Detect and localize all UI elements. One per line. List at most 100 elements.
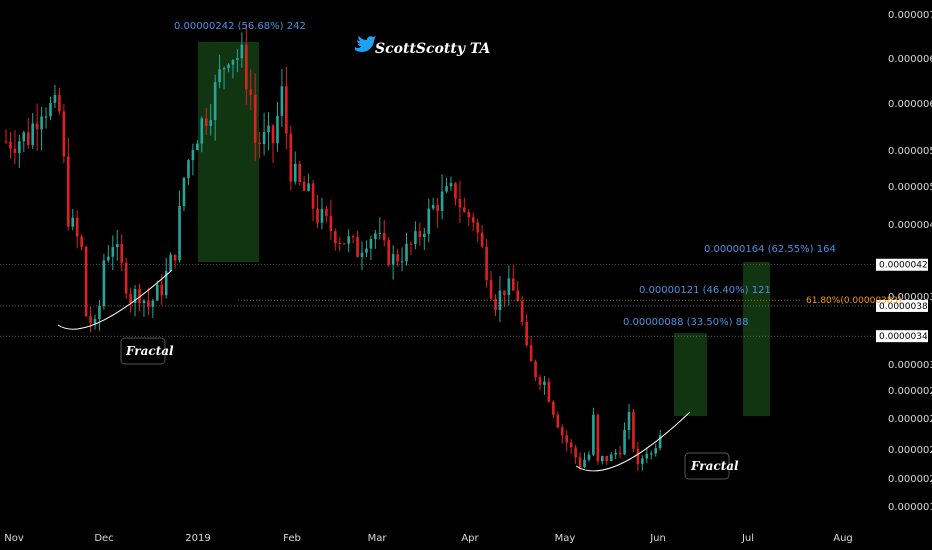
candle-body <box>583 459 586 468</box>
candle-body <box>325 208 328 216</box>
candle-body <box>427 208 431 234</box>
candle-body <box>142 300 146 303</box>
price-level-badge <box>876 330 928 343</box>
fib-level-label: 61.80%(0.00000383) <box>806 296 902 306</box>
candle-body <box>53 94 57 103</box>
candle-body <box>525 321 528 346</box>
candle-body <box>396 254 399 262</box>
candle-body <box>507 278 511 296</box>
candle-body <box>409 243 413 245</box>
measurement-label-4: 0.00000164 (62.55%) 164 <box>704 244 836 255</box>
y-tick-label: 0.00000260 <box>888 414 932 425</box>
candle-body <box>365 248 368 253</box>
candle-body <box>605 456 609 461</box>
candle-body <box>133 289 137 303</box>
candle-body <box>636 448 640 464</box>
candle-body <box>249 89 253 95</box>
y-tick-label: 0.00000550 <box>888 146 932 157</box>
candle-body <box>280 86 284 116</box>
measurement-labels: 0.00000242 (56.68%) 242 0.00000088 (33.5… <box>174 21 836 328</box>
candle-body <box>516 290 520 301</box>
candle-body <box>423 233 426 238</box>
candle-body <box>578 457 582 468</box>
candle-body <box>169 254 172 271</box>
candle-body <box>164 270 168 296</box>
candle-body <box>347 236 350 244</box>
candle-body <box>529 345 533 362</box>
candle-body <box>654 448 657 454</box>
candle-body <box>22 132 26 142</box>
candle-body <box>329 215 333 232</box>
candle-body <box>627 411 631 430</box>
candle-body <box>369 239 373 249</box>
candle-body <box>547 381 551 402</box>
x-tick-label: Apr <box>461 533 479 544</box>
measurement-label-2: 0.00000088 (33.50%) 88 <box>623 317 748 328</box>
candle-body <box>49 102 52 117</box>
candle-body <box>271 125 275 144</box>
candle-body <box>614 452 617 455</box>
candle-body <box>151 300 155 307</box>
candle-body <box>115 244 119 248</box>
candle-body <box>565 435 568 443</box>
candle-body <box>258 142 261 145</box>
measurement-box <box>743 262 770 417</box>
candle-body <box>236 58 239 60</box>
candle-body <box>574 447 577 458</box>
fractal-curves: Fractal Fractal <box>57 269 739 480</box>
candle-body <box>191 150 195 161</box>
price-level-badge-text: 0.00000380 <box>879 302 932 312</box>
candle-body <box>320 208 324 223</box>
candle-body <box>418 231 422 238</box>
candle-body <box>609 454 613 461</box>
candle-body <box>445 186 448 192</box>
candle-body <box>374 233 377 240</box>
candle-body <box>120 244 123 263</box>
candle-body <box>471 217 475 223</box>
x-tick-label: Aug <box>833 533 853 544</box>
candle-body <box>213 82 217 121</box>
candle-body <box>431 204 435 209</box>
candle-body <box>552 401 555 415</box>
candle-body <box>26 132 30 146</box>
candle-body <box>262 132 266 145</box>
candle-body <box>200 118 204 144</box>
candle-body <box>512 278 515 291</box>
price-level-badge <box>876 258 928 271</box>
candle-body <box>592 414 595 455</box>
candle-body <box>543 381 546 385</box>
price-levels: 0.00000424 0.00000380 0.00000348 61.80%(0.0… <box>0 258 932 343</box>
candle-body <box>231 59 235 65</box>
candle-body <box>98 306 101 320</box>
candle-body <box>520 300 524 322</box>
candle-body <box>89 316 92 324</box>
candle-body <box>458 198 462 208</box>
candle-body <box>111 247 115 257</box>
candle-body <box>560 427 564 436</box>
measurement-box <box>198 41 259 263</box>
candle-body <box>534 361 537 378</box>
candle-body <box>178 206 181 261</box>
price-level-badge-text: 0.00000424 <box>879 261 932 271</box>
candle-body <box>289 133 293 182</box>
candle-body <box>494 298 497 311</box>
candle-body <box>285 86 288 134</box>
candle-body <box>338 243 342 245</box>
candle-body <box>311 183 315 209</box>
fractal-label-right: Fractal <box>690 459 739 473</box>
x-tick-label: Nov <box>4 533 24 544</box>
fractal-label-box-left <box>120 337 166 365</box>
candle-body <box>62 111 66 157</box>
candle-body <box>84 246 88 317</box>
price-level-badge-text: 0.00000348 <box>879 332 932 342</box>
candle-body <box>138 289 141 303</box>
candle-body <box>75 217 79 237</box>
candle-body <box>245 44 248 90</box>
candle-body <box>9 141 12 149</box>
candle-body <box>209 120 212 126</box>
candle-body <box>623 429 626 455</box>
y-tick-label: 0.00000200 <box>888 474 932 485</box>
brand-watermark: ScottScotty TA <box>355 36 490 57</box>
candle-body <box>240 44 244 59</box>
